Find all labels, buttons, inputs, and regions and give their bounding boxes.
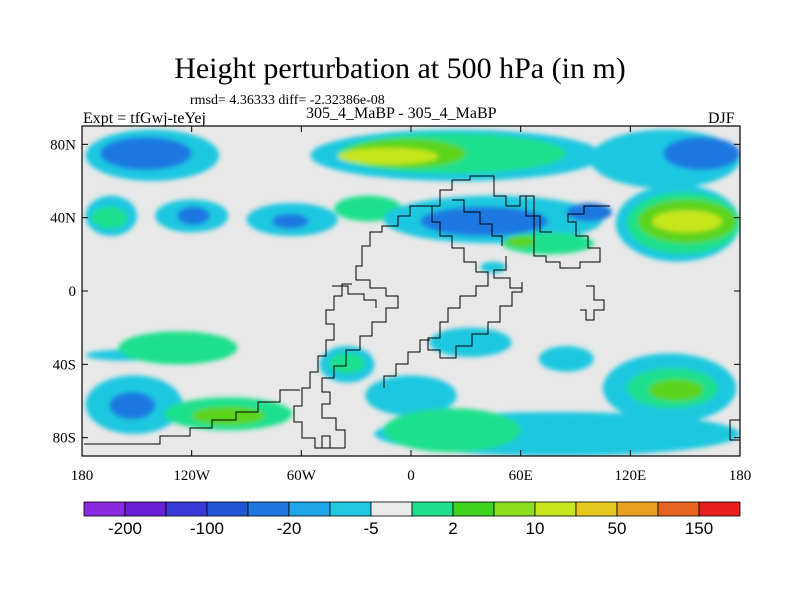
- colorbar-label: 2: [448, 519, 457, 538]
- colorbar-swatch: [247, 501, 290, 517]
- contour-region: [538, 346, 594, 372]
- colorbar-label: -100: [190, 519, 224, 538]
- x-tick-label: 60E: [509, 468, 533, 484]
- coastline-chile: [293, 283, 352, 449]
- colorbar-label: -5: [363, 519, 378, 538]
- colorbar-swatch: [575, 501, 618, 517]
- colorbar-swatch: [698, 501, 741, 517]
- coastline-eastasia: [452, 199, 503, 246]
- colorbar: -200 -100 -20 -5 2 10 50 150: [83, 501, 741, 538]
- contour-region: [173, 338, 220, 354]
- contour-region: [109, 391, 156, 420]
- contour-region: [566, 203, 613, 222]
- y-axis: 80N 40N 0 40S 80S: [50, 137, 740, 447]
- coastline-africa: [427, 206, 523, 359]
- coastline-eurasia: [452, 175, 610, 269]
- x-axis: 180 120W 60W 0 60E 120E 180: [71, 126, 752, 484]
- contour-region: [652, 210, 722, 233]
- contour-region: [100, 137, 192, 170]
- x-tick-label: 60W: [287, 468, 317, 484]
- contour-region: [91, 206, 128, 229]
- contour-region: [191, 406, 265, 425]
- contour-region: [420, 206, 549, 236]
- contour-region: [177, 206, 210, 225]
- coastline-arabia: [493, 256, 522, 289]
- x-tick-label: 120W: [173, 468, 211, 484]
- coastline-antarctica: [84, 389, 300, 445]
- colorbar-swatch: [411, 501, 454, 517]
- colorbar-swatch: [329, 501, 372, 517]
- colorbar-swatch: [493, 501, 536, 517]
- contour-region: [480, 261, 507, 273]
- contour-region: [663, 137, 740, 170]
- colorbar-label: -20: [277, 519, 302, 538]
- coastline-layer: [84, 175, 740, 449]
- y-tick-label: 40N: [50, 211, 76, 227]
- coastline-antarctic-peninsula: [321, 435, 331, 448]
- colorbar-swatch: [657, 501, 700, 517]
- colorbar-swatch: [616, 501, 659, 517]
- contour-region: [506, 236, 536, 247]
- colorbar-swatch: [452, 501, 495, 517]
- contour-fill-layer: [85, 129, 740, 456]
- colorbar-swatch: [165, 501, 208, 517]
- x-tick-label: 180: [729, 468, 752, 484]
- contour-region: [337, 148, 439, 165]
- contour-region: [429, 327, 512, 358]
- x-tick-label: 180: [71, 468, 94, 484]
- x-tick-label: 0: [407, 468, 415, 484]
- coastline-indonesia: [580, 285, 605, 321]
- season-label: DJF: [708, 110, 735, 127]
- contour-region: [334, 195, 402, 222]
- contour-region: [383, 408, 521, 453]
- coastline-mesoamerica: [332, 285, 377, 308]
- y-tick-label: 80S: [53, 431, 76, 447]
- coastline-southasia: [525, 196, 552, 233]
- colorbar-label: 50: [608, 519, 627, 538]
- colorbar-label: 10: [526, 519, 545, 538]
- colorbar-label: 150: [685, 519, 713, 538]
- y-tick-label: 0: [69, 284, 77, 300]
- colorbar-swatch: [288, 501, 331, 517]
- y-tick-label: 80N: [50, 137, 76, 153]
- colorbar-label: -200: [108, 519, 142, 538]
- coastline-ross-shelf: [729, 419, 740, 441]
- coastline-southamerica-east: [383, 339, 430, 388]
- colorbar-swatch: [370, 501, 413, 517]
- experiment-label: Expt = tfGwj-teYej: [83, 110, 206, 127]
- colorbar-swatch: [124, 501, 167, 517]
- colorbar-swatch: [206, 501, 249, 517]
- contour-region: [648, 379, 704, 401]
- contour-region: [328, 353, 366, 374]
- page-title: Height perturbation at 500 hPa (in m): [174, 52, 626, 85]
- rmsd-stats: rmsd= 4.36333 diff= -2.32386e-08: [190, 93, 385, 108]
- colorbar-swatch: [83, 501, 126, 517]
- coastline-americas: [321, 180, 453, 448]
- experiment-pair: 305_4_MaBP - 305_4_MaBP: [306, 105, 497, 122]
- contour-region: [365, 375, 457, 416]
- colorbar-swatch: [534, 501, 577, 517]
- y-tick-label: 40S: [53, 357, 76, 373]
- x-tick-label: 120E: [614, 468, 646, 484]
- contour-region: [272, 214, 309, 229]
